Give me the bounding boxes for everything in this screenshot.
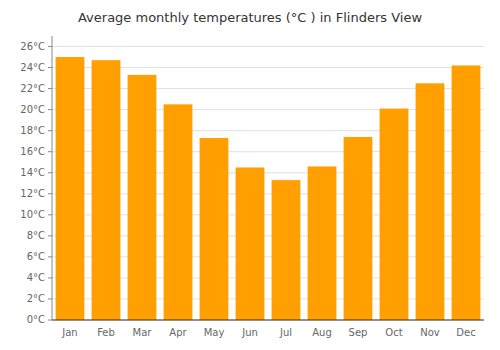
bar — [236, 167, 265, 320]
y-tick — [48, 320, 52, 321]
y-tick-label: 6°C — [27, 251, 45, 262]
y-tick-label: 10°C — [20, 209, 45, 220]
y-tick-label: 0°C — [27, 314, 45, 325]
bar — [344, 137, 373, 320]
chart-svg: 0°C 2°C 4°C 6°C 8°C 10°C 12°C 14°C 16°C 18°C 20°C 2… — [0, 0, 500, 350]
x-tick-label: Dec — [456, 327, 475, 338]
bar — [56, 57, 85, 320]
y-axis-line — [52, 36, 53, 320]
x-tick-label: May — [204, 327, 225, 338]
y-tick — [48, 277, 52, 278]
y-tick-label: 18°C — [20, 125, 45, 136]
y-tick-label: 12°C — [20, 188, 45, 199]
y-tick-label: 26°C — [20, 41, 45, 52]
x-tick-label: Oct — [385, 327, 402, 338]
grid-line — [52, 46, 484, 47]
y-tick — [48, 235, 52, 236]
x-tick-label: Sep — [349, 327, 368, 338]
x-tick-label: Jun — [241, 327, 258, 338]
bar — [380, 109, 409, 320]
y-tick — [48, 193, 52, 194]
y-tick-label: 14°C — [20, 167, 45, 178]
x-tick-label: Nov — [420, 327, 440, 338]
x-tick-label: Feb — [97, 327, 115, 338]
y-tick — [48, 88, 52, 89]
x-tick-label: Apr — [169, 327, 187, 338]
y-grid — [52, 47, 484, 320]
x-tick-label: Jan — [61, 327, 77, 338]
y-tick-label: 22°C — [20, 83, 45, 94]
bar — [308, 166, 337, 320]
chart-container: 0°C 2°C 4°C 6°C 8°C 10°C 12°C 14°C 16°C 18°C 20°C 2… — [0, 0, 500, 350]
y-tick-label: 24°C — [20, 62, 45, 73]
bars — [56, 57, 481, 320]
x-tick-label: Jul — [279, 327, 292, 338]
x-axis: Jan Feb Mar Apr May Jun Jul Aug Sep Oct Nov Dec — [52, 320, 484, 338]
y-tick — [48, 256, 52, 257]
grid-line — [52, 320, 484, 321]
y-tick — [48, 214, 52, 215]
bar — [200, 138, 229, 320]
y-tick-label: 16°C — [20, 146, 45, 157]
x-tick-label: Aug — [312, 327, 332, 338]
bar — [452, 65, 481, 320]
bar — [416, 83, 445, 320]
y-tick — [48, 151, 52, 152]
y-tick-label: 20°C — [20, 104, 45, 115]
x-axis-line — [52, 320, 484, 321]
y-tick-label: 4°C — [27, 272, 45, 283]
bar — [92, 60, 121, 320]
y-tick-label: 8°C — [27, 230, 45, 241]
y-tick-label: 2°C — [27, 293, 45, 304]
y-tick — [48, 172, 52, 173]
y-tick — [48, 130, 52, 131]
bar — [272, 180, 301, 320]
bar — [164, 104, 193, 320]
bar — [128, 75, 157, 320]
y-tick — [48, 109, 52, 110]
x-tick-label: Mar — [133, 327, 153, 338]
y-tick — [48, 46, 52, 47]
y-tick — [48, 298, 52, 299]
title: Average monthly temperatures (°C ) in Fl… — [78, 10, 422, 25]
y-tick — [48, 67, 52, 68]
y-axis: 0°C 2°C 4°C 6°C 8°C 10°C 12°C 14°C 16°C 18°C 20°C 2… — [20, 36, 52, 325]
